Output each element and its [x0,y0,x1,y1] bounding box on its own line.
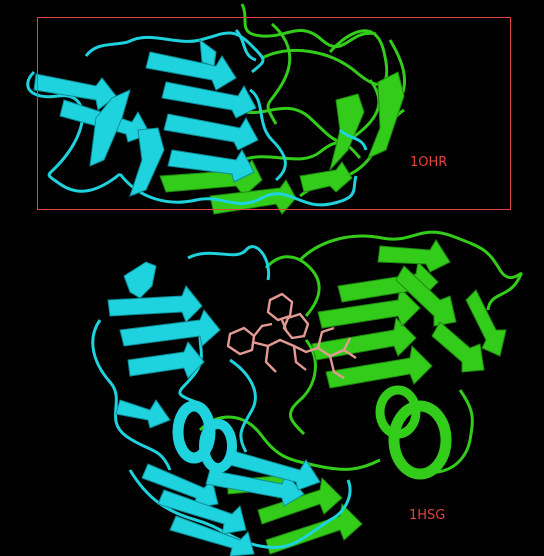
chain-a-1hsg [91,245,352,556]
label-1ohr: 1OHR [410,155,447,170]
chain-b-1ohr [159,3,407,215]
label-1hsg: 1HSG [409,508,445,523]
chain-b-1hsg [198,230,523,555]
structure-1hsg [91,230,523,556]
structure-1ohr [26,3,407,215]
bound-ligand-1hsg [226,292,357,380]
chain-a-1ohr [26,28,368,207]
highlight-box-1ohr [37,17,511,210]
